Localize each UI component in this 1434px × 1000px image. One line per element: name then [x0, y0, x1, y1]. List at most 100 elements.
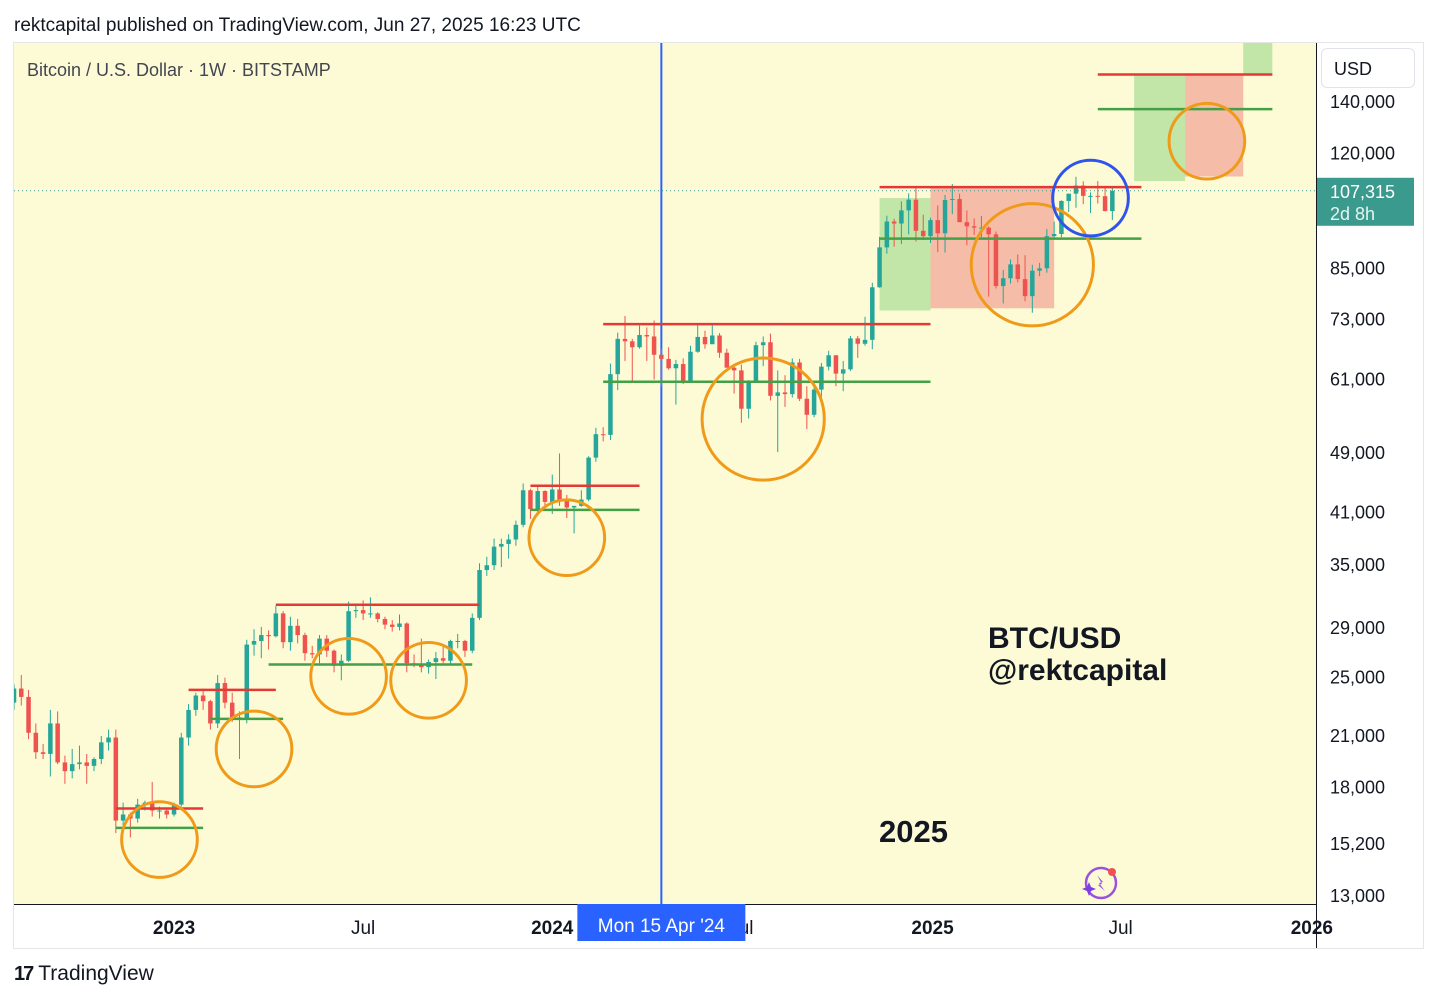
candle-body: [244, 644, 250, 719]
candle: [702, 330, 708, 349]
candle: [375, 612, 380, 623]
candle-body: [360, 610, 366, 614]
candle: [200, 688, 206, 710]
candle-body: [404, 623, 410, 664]
candle: [186, 704, 191, 746]
price-tick-label: 13,000: [1330, 886, 1385, 906]
candle: [630, 338, 635, 381]
price-tick-label: 25,000: [1330, 668, 1385, 688]
candle-body: [302, 635, 308, 654]
candle: [804, 386, 810, 430]
candle-body: [14, 688, 17, 703]
candle: [920, 214, 926, 241]
candle: [644, 327, 650, 361]
candle: [666, 347, 671, 370]
candle: [1015, 254, 1021, 283]
candle-body: [1015, 264, 1021, 280]
candle-body: [557, 489, 562, 500]
published-note: rektcapital published on TradingView.com…: [14, 15, 581, 36]
candle-body: [870, 287, 875, 340]
candle: [222, 677, 228, 709]
sparkle-dot: [1108, 868, 1116, 876]
candle: [651, 320, 657, 380]
candle-body: [993, 234, 999, 287]
candle-body: [1030, 270, 1035, 297]
candle: [14, 684, 17, 710]
candle: [462, 639, 468, 657]
candle: [164, 808, 170, 819]
candle-body: [702, 336, 708, 345]
candle-body: [499, 543, 504, 547]
candle: [62, 755, 68, 784]
candle: [440, 647, 446, 664]
candle-body: [1051, 233, 1057, 237]
candle-body: [1095, 195, 1101, 197]
candle-body: [564, 499, 570, 508]
chart-plot[interactable]: Bitcoin / U.S. Dollar · 1W · BITSTAMP BTC…: [14, 43, 1423, 948]
candle: [331, 649, 337, 673]
highlight-circle: [527, 498, 607, 578]
price-tick-label: 15,200: [1330, 834, 1385, 854]
candle-body: [368, 613, 373, 615]
candle: [906, 193, 911, 235]
candle: [302, 632, 308, 661]
candle-body: [666, 358, 671, 369]
candle: [1073, 176, 1079, 208]
candle-body: [760, 342, 766, 346]
time-tick-label: Jul: [351, 918, 375, 939]
candle: [288, 616, 293, 651]
candle: [135, 798, 140, 823]
candle-body: [382, 618, 388, 625]
candle: [513, 520, 519, 546]
candle-body: [506, 539, 511, 544]
candle-body: [353, 610, 359, 612]
highlight-circle: [969, 202, 1095, 328]
candle-body: [186, 709, 191, 738]
year-label: 2025: [879, 814, 948, 849]
highlight-circle: [1167, 101, 1247, 181]
price-tick-label: 21,000: [1330, 726, 1385, 746]
candle: [862, 316, 868, 346]
candle: [957, 193, 962, 223]
candle: [389, 620, 395, 632]
candle: [877, 236, 882, 288]
candle-body: [491, 546, 497, 566]
candle: [768, 333, 773, 401]
candle-body: [811, 389, 817, 415]
candle: [760, 336, 766, 367]
chart-frame[interactable]: Bitcoin / U.S. Dollar · 1W · BITSTAMP BTC…: [13, 42, 1424, 949]
candle-body: [1022, 279, 1028, 297]
candle-body: [200, 695, 206, 702]
candle: [244, 639, 250, 724]
candle-body: [593, 434, 599, 458]
candle-body: [1008, 264, 1013, 279]
candle-body: [644, 335, 650, 337]
candle: [695, 324, 700, 353]
candle: [688, 345, 693, 382]
candle-body: [942, 199, 948, 234]
candle: [1095, 181, 1101, 204]
candle-body: [520, 490, 526, 525]
candle-body: [113, 737, 119, 821]
candle: [826, 350, 831, 371]
price-tick-label: 41,000: [1330, 502, 1385, 522]
candle-body: [317, 638, 322, 655]
candle-body: [608, 374, 613, 435]
currency-selector[interactable]: USD: [1321, 48, 1415, 88]
candle: [106, 729, 111, 751]
candle-body: [855, 338, 861, 344]
candle-body: [957, 199, 962, 223]
candle: [971, 218, 977, 236]
candle-body: [862, 339, 868, 344]
candle: [1102, 185, 1108, 212]
symbol-title: Bitcoin / U.S. Dollar · 1W · BITSTAMP: [27, 60, 331, 80]
price-tick-label: 18,000: [1330, 777, 1385, 797]
candle-body: [1059, 200, 1064, 234]
candle-body: [222, 683, 228, 703]
highlight-circle: [120, 800, 199, 879]
candle: [295, 618, 300, 644]
candle-body: [877, 247, 882, 288]
candle-body: [280, 613, 286, 643]
candle: [149, 781, 155, 817]
price-tick-label: 73,000: [1330, 310, 1385, 330]
